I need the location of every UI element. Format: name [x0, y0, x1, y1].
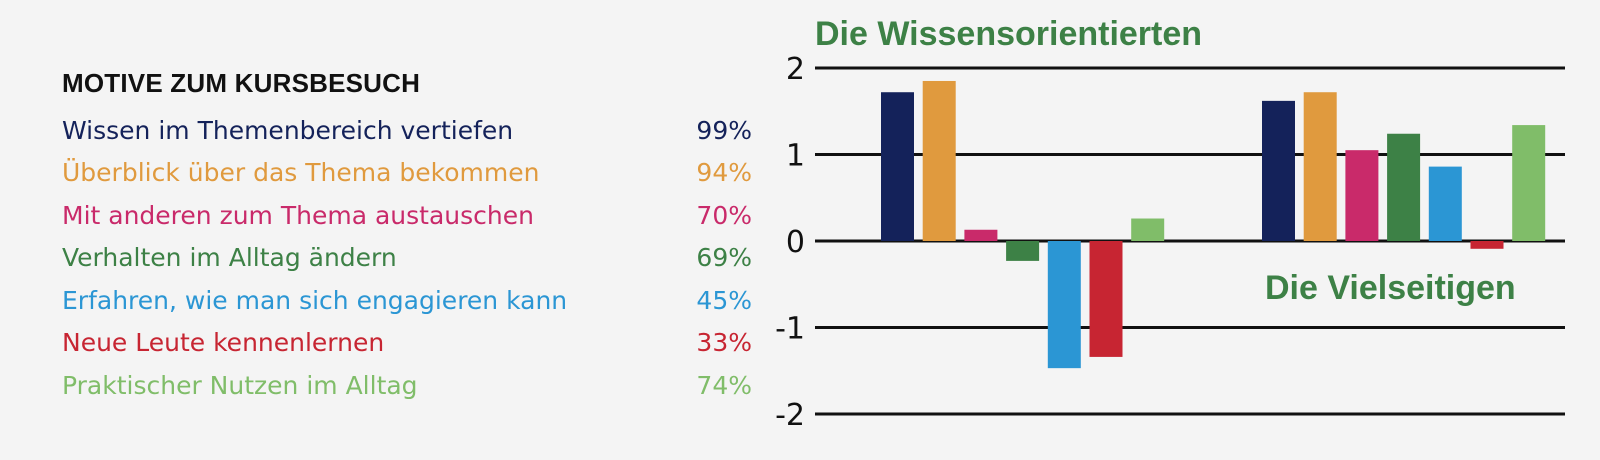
- y-tick-label: -1: [775, 312, 805, 347]
- y-tick-label: 0: [786, 225, 805, 260]
- legend-item: Mit anderen zum Thema austauschen 70%: [62, 194, 752, 237]
- legend-item-percent: 99%: [696, 115, 752, 145]
- legend-item: Verhalten im Alltag ändern 69%: [62, 237, 752, 280]
- legend-item-percent: 33%: [696, 328, 752, 358]
- bar: [1512, 125, 1546, 241]
- legend-item-percent: 94%: [696, 158, 752, 188]
- bar: [1303, 92, 1337, 241]
- bar: [1470, 241, 1504, 249]
- legend-item-label: Verhalten im Alltag ändern: [62, 243, 397, 273]
- group-label: Die Wissensorientierten: [815, 15, 1202, 53]
- legend-item: Überblick über das Thema bekommen 94%: [62, 152, 752, 195]
- y-tick-label: 2: [786, 52, 805, 87]
- legend-item: Wissen im Themenbereich vertiefen 99%: [62, 109, 752, 152]
- legend-item-label: Praktischer Nutzen im Alltag: [62, 370, 418, 400]
- bar: [922, 80, 956, 241]
- bar: [964, 229, 998, 241]
- bar: [1089, 241, 1123, 357]
- bar: [1006, 241, 1040, 261]
- bar: [1047, 241, 1081, 369]
- bar: [1131, 218, 1165, 241]
- legend-item-label: Wissen im Themenbereich vertiefen: [62, 115, 514, 145]
- legend-item-percent: 70%: [696, 200, 752, 230]
- legend-item-label: Neue Leute kennenlernen: [62, 328, 385, 358]
- bar: [1428, 166, 1462, 241]
- legend-item-percent: 45%: [696, 285, 752, 315]
- y-tick-label: 1: [786, 139, 805, 174]
- legend-title: MOTIVE ZUM KURSBESUCH: [62, 68, 421, 98]
- y-tick-label: -2: [775, 398, 805, 433]
- legend-item-label: Mit anderen zum Thema austauschen: [62, 200, 534, 230]
- legend-item-label: Überblick über das Thema bekommen: [62, 158, 540, 188]
- legend-item: Erfahren, wie man sich engagieren kann 45…: [62, 279, 752, 322]
- bar: [1387, 133, 1421, 241]
- legend-item-percent: 74%: [696, 370, 752, 400]
- legend-item: Praktischer Nutzen im Alltag 74%: [62, 364, 752, 407]
- bar: [1345, 150, 1379, 241]
- legend-item: Neue Leute kennenlernen 33%: [62, 322, 752, 365]
- bar: [881, 92, 914, 241]
- group-label: Die Vielseitigen: [1265, 269, 1516, 307]
- legend-item-label: Erfahren, wie man sich engagieren kann: [62, 285, 568, 315]
- legend-item-percent: 69%: [696, 243, 752, 273]
- legend-list: Wissen im Themenbereich vertiefen 99% Über…: [62, 109, 752, 407]
- bar: [1262, 100, 1295, 242]
- legend: MOTIVE ZUM KURSBESUCH Wissen im Themenbe…: [62, 68, 752, 407]
